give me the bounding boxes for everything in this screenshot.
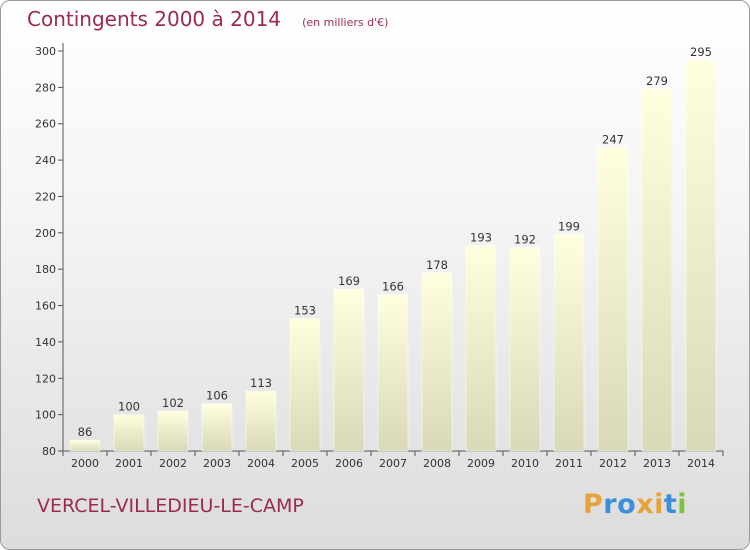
brand-letter: o xyxy=(617,489,637,520)
chart-title: Contingents 2000 à 2014 xyxy=(27,7,282,31)
brand-letter: i xyxy=(654,489,664,520)
data-label-2013: 279 xyxy=(646,74,668,88)
y-tick-label: 220 xyxy=(35,190,56,203)
y-tick-label: 120 xyxy=(35,372,56,385)
y-tick-label: 140 xyxy=(35,336,56,349)
chart-subtitle: (en milliers d'€) xyxy=(302,16,389,29)
bar-2011 xyxy=(553,234,585,452)
y-tick-label: 280 xyxy=(35,81,56,94)
x-tick-label: 2001 xyxy=(115,457,143,470)
data-label-2007: 166 xyxy=(382,280,404,294)
data-label-2011: 199 xyxy=(558,220,580,234)
bar-2003 xyxy=(201,403,233,452)
y-tick-label: 180 xyxy=(35,263,56,276)
data-label-2006: 169 xyxy=(338,274,360,288)
data-label-2012: 247 xyxy=(602,132,624,146)
bar-2006 xyxy=(333,288,365,452)
data-label-2003: 106 xyxy=(206,389,228,403)
y-tick-label: 240 xyxy=(35,154,56,167)
brand-letter: t xyxy=(663,489,678,520)
brand-letter: i xyxy=(677,489,688,520)
y-tick-label: 100 xyxy=(35,409,56,422)
data-label-2008: 178 xyxy=(426,258,448,272)
bar-2004 xyxy=(245,390,277,452)
y-tick-label: 80 xyxy=(42,445,56,458)
x-tick-label: 2003 xyxy=(203,457,231,470)
x-tick-label: 2008 xyxy=(423,457,451,470)
x-tick-label: 2002 xyxy=(159,457,187,470)
data-label-2002: 102 xyxy=(162,396,184,410)
x-tick-label: 2007 xyxy=(379,457,407,470)
title-row: Contingents 2000 à 2014 (en milliers d'€… xyxy=(27,7,388,31)
bar-2005 xyxy=(289,318,321,452)
brand-logo: Proxiti xyxy=(583,489,687,520)
data-labels: 86 100 102 106 113 153 169 166 178 193 192 199 247 27… xyxy=(78,45,712,439)
brand-letter: P xyxy=(583,489,604,520)
bar-2007 xyxy=(377,294,409,452)
x-tick-label: 2000 xyxy=(71,457,99,470)
x-tick-label: 2006 xyxy=(335,457,363,470)
brand-letter: r xyxy=(603,489,618,520)
y-axis: 80 100 120 140 160 180 200 220 240 260 280 300 xyxy=(35,43,64,458)
x-tick-label: 2012 xyxy=(599,457,627,470)
x-tick-label: 2004 xyxy=(247,457,275,470)
y-tick-label: 300 xyxy=(35,45,56,58)
data-label-2014: 295 xyxy=(690,45,712,59)
bar-2012 xyxy=(597,147,629,452)
bar-2014 xyxy=(685,59,717,452)
bar-2001 xyxy=(113,414,145,452)
brand-letter: x xyxy=(636,489,655,520)
x-tick-label: 2010 xyxy=(511,457,539,470)
bars xyxy=(69,59,717,452)
y-tick-label: 200 xyxy=(35,227,56,240)
data-label-2010: 192 xyxy=(514,232,536,246)
data-label-2004: 113 xyxy=(250,376,272,390)
bar-2010 xyxy=(509,247,541,452)
y-tick-label: 160 xyxy=(35,300,56,313)
bar-2013 xyxy=(641,88,673,452)
commune-name: VERCEL-VILLEDIEU-LE-CAMP xyxy=(37,495,304,517)
data-label-2001: 100 xyxy=(118,400,140,414)
x-tick-label: 2013 xyxy=(643,457,671,470)
bar-2008 xyxy=(421,272,453,452)
x-axis: 2000 2001 2002 2003 2004 2005 2006 2007 2008 2009… xyxy=(62,450,724,470)
data-label-2000: 86 xyxy=(78,425,93,439)
y-tick-label: 260 xyxy=(35,118,56,131)
data-label-2005: 153 xyxy=(294,303,316,317)
x-tick-label: 2009 xyxy=(467,457,495,470)
x-tick-label: 2005 xyxy=(291,457,319,470)
x-tick-label: 2011 xyxy=(555,457,583,470)
data-label-2009: 193 xyxy=(470,231,492,245)
x-tick-label: 2014 xyxy=(687,457,715,470)
bar-2000 xyxy=(69,439,101,452)
bar-2002 xyxy=(157,410,189,452)
bar-2009 xyxy=(465,245,497,452)
